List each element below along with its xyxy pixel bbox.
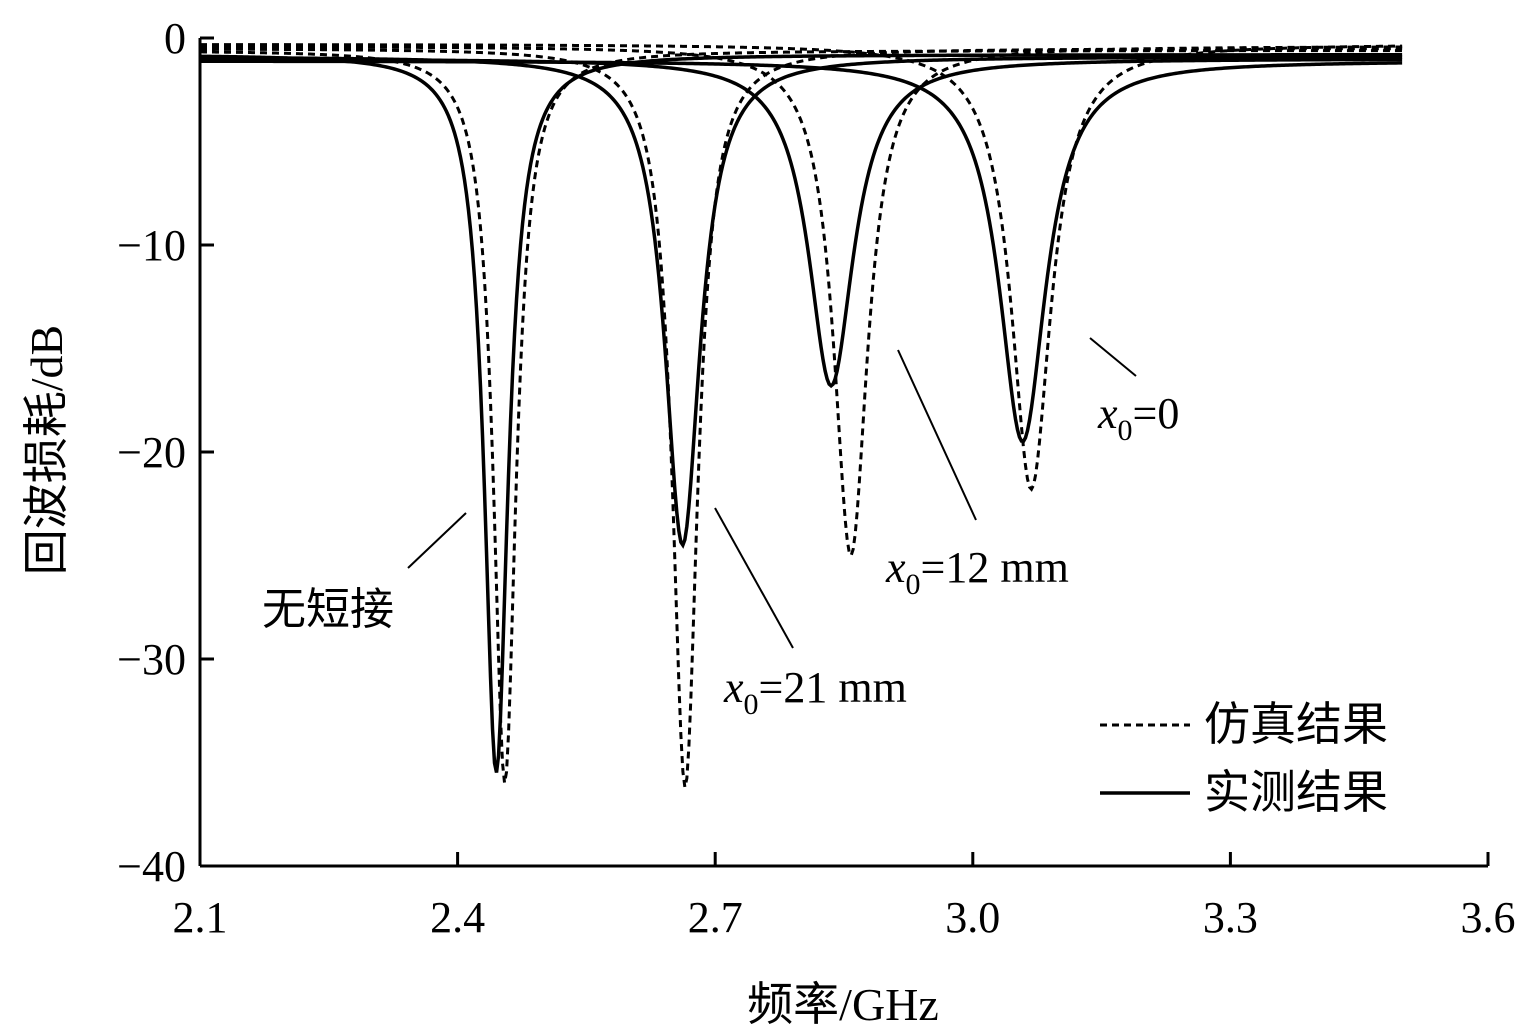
legend-label-simulated: 仿真结果 — [1204, 699, 1388, 750]
x-tick-label: 2.1 — [173, 893, 228, 942]
annotation-x21-sub: 0 — [744, 688, 759, 721]
x-tick-label: 3.0 — [945, 893, 1000, 942]
legend-label-measured: 实测结果 — [1204, 767, 1388, 818]
annotation-x0-sub: 0 — [1118, 414, 1133, 447]
leader-x0 — [1089, 337, 1137, 377]
annotation-x12-rest: =12 mm — [921, 543, 1069, 592]
ticks-group: 2.1 2.4 2.7 3.0 3.3 3.6 0 −10 −20 −30 −40 — [117, 14, 1515, 942]
annotation-x12: x0=12 mm — [885, 543, 1069, 601]
y-tick-label: 0 — [164, 14, 186, 63]
x-tick-label: 2.7 — [688, 893, 743, 942]
series-simulated-0 — [199, 49, 1403, 784]
series-measured-1 — [199, 53, 1403, 773]
y-tick-label: −20 — [117, 428, 186, 477]
annotation-x12-sub: 0 — [906, 568, 921, 601]
y-axis-title: 回波损耗/dB — [21, 325, 72, 575]
x-tick-label: 2.4 — [430, 893, 485, 942]
y-tick-label: −40 — [117, 842, 186, 891]
series-measured-5 — [200, 57, 1403, 389]
x-axis-title: 频率/GHz — [747, 979, 939, 1030]
y-tick-label: −30 — [117, 635, 186, 684]
x-tick-label: 3.3 — [1203, 893, 1258, 942]
legend: 仿真结果 实测结果 — [1100, 699, 1388, 818]
annotation-x21: x0=21 mm — [723, 663, 907, 721]
series-simulated-4 — [200, 45, 1403, 560]
curves-group — [199, 43, 1403, 788]
leader-no-short — [407, 512, 467, 569]
leader-x21 — [714, 507, 794, 649]
annotation-x21-rest: =21 mm — [759, 663, 907, 712]
series-simulated-6 — [200, 43, 1403, 492]
annotation-x0-rest: =0 — [1133, 389, 1180, 438]
y-tick-label: −10 — [117, 221, 186, 270]
x-tick-label: 3.6 — [1461, 893, 1516, 942]
annotation-x0: x0=0 — [1097, 389, 1179, 447]
annotation-x0-var: x — [1097, 389, 1118, 438]
annotation-x21-var: x — [723, 663, 744, 712]
series-simulated-2 — [199, 47, 1403, 788]
leader-x12 — [897, 349, 977, 521]
series-measured-3 — [199, 55, 1403, 549]
annotation-x12-var: x — [885, 543, 906, 592]
series-measured-7 — [200, 59, 1403, 444]
annotation-no-short: 无短接 — [262, 585, 394, 634]
